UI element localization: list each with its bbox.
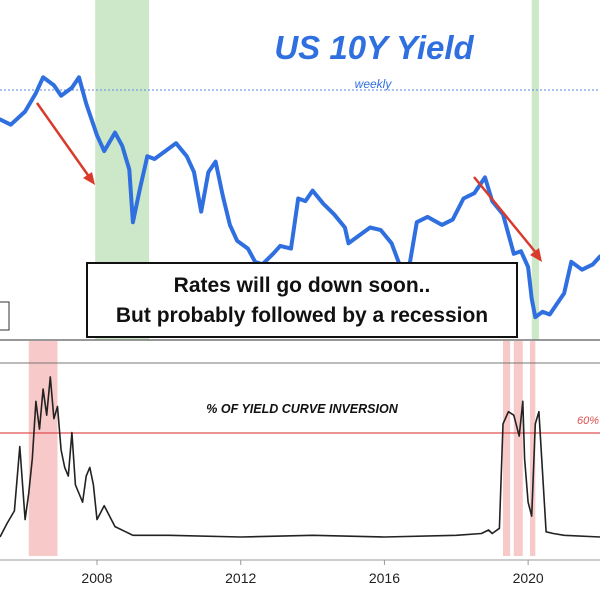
x-axis-ticks: 2008 2012 2016 2020 [81, 560, 544, 586]
inversion-band [529, 341, 536, 556]
trend-arrow-right [473, 176, 542, 262]
chart-title: US 10Y Yield [274, 29, 474, 66]
recession-band [531, 0, 539, 340]
annotation-line-2: But probably followed by a recession [116, 304, 488, 327]
x-tick-label: 2008 [81, 570, 112, 586]
inversion-band [502, 341, 511, 556]
threshold-label: 60% [577, 415, 599, 427]
yield-series-line [0, 75, 600, 320]
annotation-box [86, 262, 518, 338]
inversion-band [513, 341, 523, 556]
small-legend-box [0, 301, 10, 331]
x-tick-label: 2012 [225, 570, 256, 586]
trend-arrow-left [35, 102, 95, 185]
inversion-title: % OF YIELD CURVE INVERSION [206, 402, 398, 416]
inversion-highlight-zones [28, 341, 536, 556]
chart-subtitle: weekly [355, 77, 393, 91]
x-tick-label: 2020 [513, 570, 544, 586]
x-tick-label: 2016 [369, 570, 400, 586]
inversion-series-line [0, 376, 600, 538]
annotation-line-1: Rates will go down soon.. [174, 274, 431, 297]
